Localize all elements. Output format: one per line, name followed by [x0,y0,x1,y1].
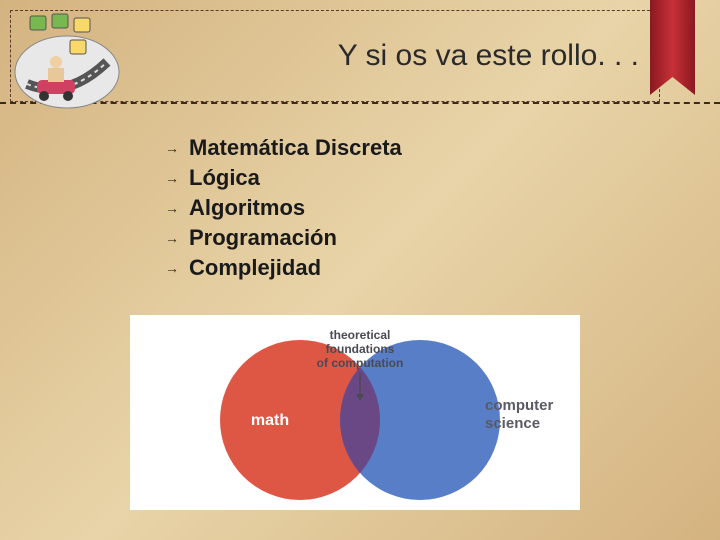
list-item-label: Programación [189,225,337,251]
topic-list: → Matemática Discreta → Lógica → Algorit… [165,135,402,285]
arrow-bullet-icon: → [165,260,179,276]
list-item: → Lógica [165,165,402,191]
arrow-bullet-icon: → [165,140,179,156]
list-item: → Algoritmos [165,195,402,221]
corner-illustration-icon [12,12,122,110]
slide-title: Y si os va este rollo. . . [338,39,639,73]
list-item: → Matemática Discreta [165,135,402,161]
venn-intersection-label-3: of computation [317,356,404,370]
list-item: → Complejidad [165,255,402,281]
list-item-label: Complejidad [189,255,321,281]
arrow-bullet-icon: → [165,230,179,246]
list-item-label: Lógica [189,165,260,191]
venn-label-cs-line2: science [485,415,540,432]
venn-intersection-label-1: theoretical [330,328,391,342]
ribbon-bookmark-icon [650,0,695,105]
list-item-label: Algoritmos [189,195,305,221]
venn-label-cs-line1: computer [485,397,554,414]
venn-intersection-label-2: foundations [326,342,395,356]
list-item: → Programación [165,225,402,251]
arrow-bullet-icon: → [165,200,179,216]
arrow-bullet-icon: → [165,170,179,186]
list-item-label: Matemática Discreta [189,135,402,161]
venn-svg: math computer science theoretical founda… [130,315,580,510]
venn-label-math: math [251,412,289,429]
venn-diagram: math computer science theoretical founda… [130,315,580,510]
